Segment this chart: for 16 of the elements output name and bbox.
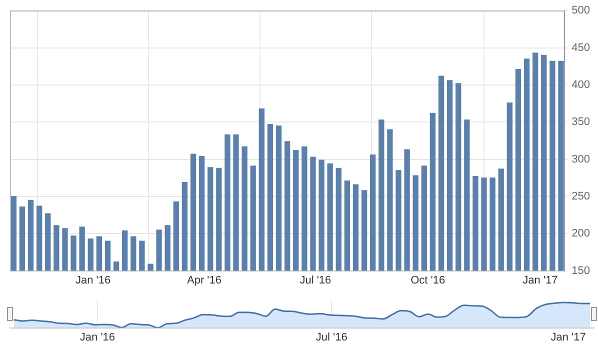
- x-tick-label: Jul '16: [300, 274, 332, 286]
- y-tick-label: 150: [572, 264, 590, 277]
- x-tick-label: Jul '16: [316, 331, 348, 344]
- y-tick-label: 300: [572, 153, 590, 166]
- y-tick-label: 450: [572, 42, 590, 54]
- x-tick-label: Jan '16: [76, 274, 111, 286]
- y-tick-label: 400: [572, 78, 590, 91]
- x-tick-label: Oct '16: [410, 274, 446, 286]
- y-tick-label: 250: [572, 190, 590, 202]
- y-tick-label: 350: [572, 116, 590, 128]
- y-tick-label: 500: [572, 4, 590, 17]
- y-tick-label: 200: [572, 228, 590, 240]
- x-tick-label: Apr '16: [186, 274, 222, 286]
- x-tick-label: Jan '17: [522, 274, 558, 286]
- x-tick-label: Jan '16: [80, 331, 116, 344]
- x-tick-label: Jan '17: [550, 331, 586, 344]
